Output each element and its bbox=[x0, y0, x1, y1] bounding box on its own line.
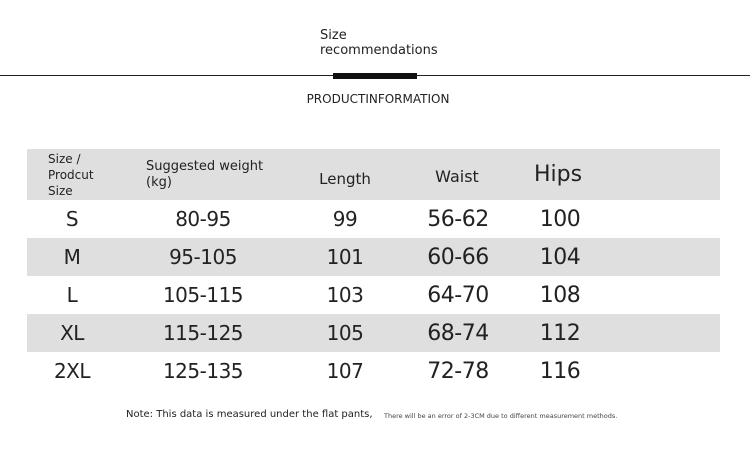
column-header: Hips bbox=[533, 162, 583, 187]
table-cell: S bbox=[65, 207, 79, 231]
table-cell: 115-125 bbox=[162, 321, 244, 345]
table-cell: 101 bbox=[326, 245, 364, 269]
table-cell: 112 bbox=[539, 320, 581, 346]
table-cell: 125-135 bbox=[162, 359, 244, 383]
column-header: Waist bbox=[435, 167, 479, 186]
table-cell: 64-70 bbox=[427, 282, 489, 308]
table-cell: 105 bbox=[326, 321, 364, 345]
note: There will be an error of 2-3CM due to d… bbox=[384, 412, 618, 420]
table-cell: 108 bbox=[539, 282, 581, 308]
table-cell: XL bbox=[60, 321, 84, 345]
table-row: 2XL 125-135 107 72-78 116 bbox=[27, 352, 720, 390]
table-cell: 60-66 bbox=[427, 244, 489, 270]
table-cell: M bbox=[63, 245, 81, 269]
title: Size recommendations bbox=[320, 28, 438, 58]
note: Note: This data is measured under the fl… bbox=[126, 409, 373, 420]
table-cell: 105-115 bbox=[162, 283, 244, 307]
table-row: XL 115-125 105 68-74 112 bbox=[27, 314, 720, 352]
table-cell: 104 bbox=[539, 244, 581, 270]
table-cell: 100 bbox=[539, 206, 581, 232]
subtitle: PRODUCTINFORMATION bbox=[306, 92, 450, 106]
table-cell: 80-95 bbox=[175, 207, 231, 231]
header-row: Size / Prodcut Size Suggested weight (kg)… bbox=[27, 149, 720, 200]
table-cell: 99 bbox=[332, 207, 358, 231]
column-header: Size / Prodcut Size bbox=[48, 151, 94, 198]
table-cell: 68-74 bbox=[427, 320, 489, 346]
table-cell: 56-62 bbox=[427, 206, 489, 232]
table-cell: 116 bbox=[539, 358, 581, 384]
table-row: M 95-105 101 60-66 104 bbox=[27, 238, 720, 276]
table-cell: 95-105 bbox=[169, 245, 237, 269]
column-header: Suggested weight (kg) bbox=[146, 158, 264, 190]
table-row: S 80-95 99 56-62 100 bbox=[27, 200, 720, 238]
column-header: Length bbox=[319, 169, 371, 188]
table-cell: 2XL bbox=[53, 359, 91, 383]
divider-accent bbox=[333, 73, 417, 79]
table-row: L 105-115 103 64-70 108 bbox=[27, 276, 720, 314]
table-cell: 107 bbox=[326, 359, 364, 383]
table-cell: 103 bbox=[326, 283, 364, 307]
table-cell: L bbox=[66, 283, 78, 307]
table-cell: 72-78 bbox=[427, 358, 489, 384]
